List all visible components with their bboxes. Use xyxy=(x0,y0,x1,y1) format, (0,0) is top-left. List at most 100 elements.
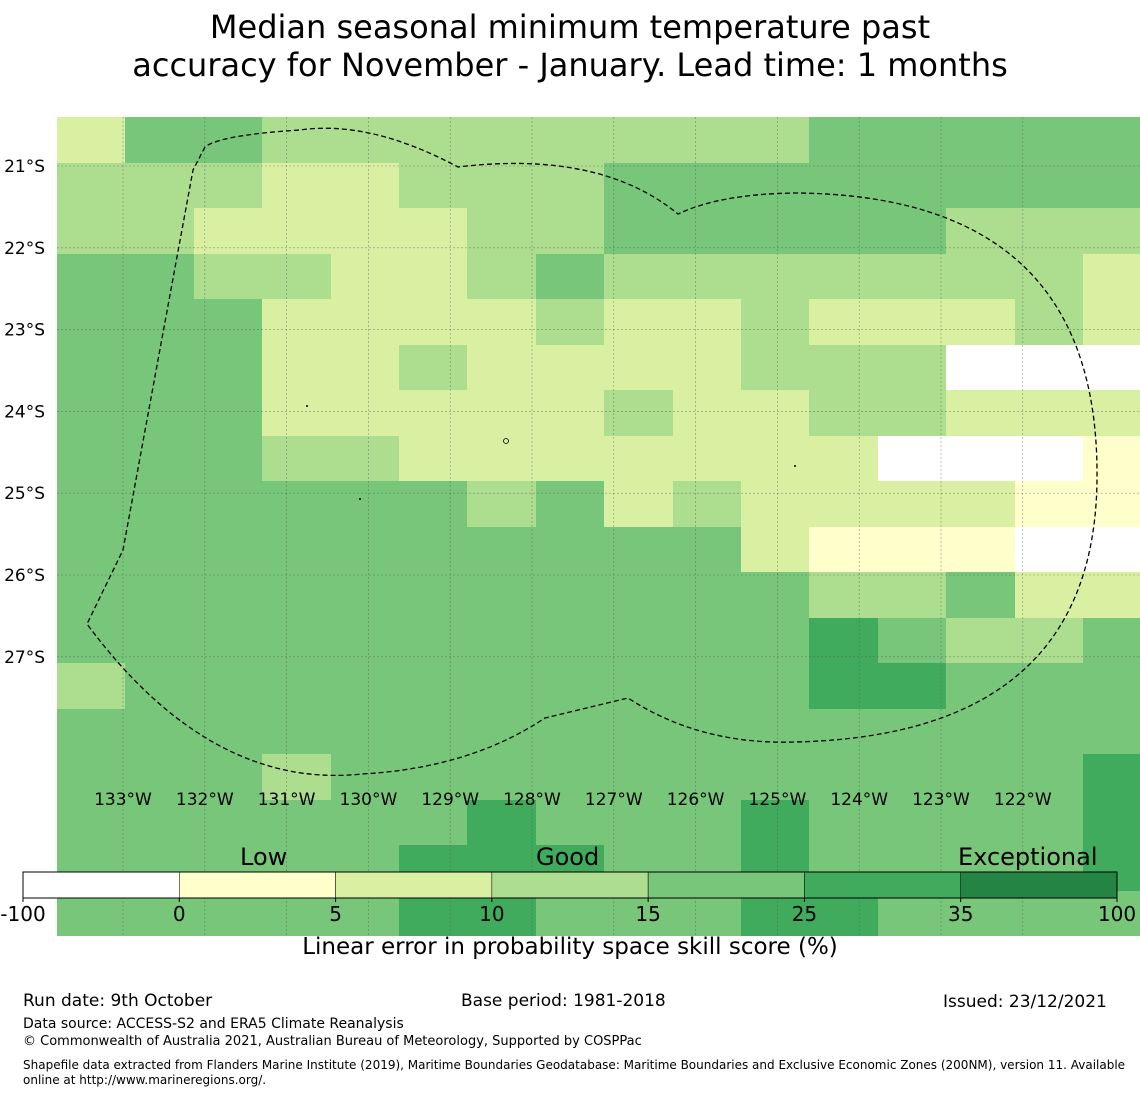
grid-cell xyxy=(809,345,878,390)
grid-cell xyxy=(1083,663,1140,709)
colorbar-label-low: Low xyxy=(240,843,288,871)
grid-cell xyxy=(125,163,194,208)
grid-cell xyxy=(1015,527,1083,572)
grid-cell xyxy=(604,299,673,345)
grid-cell xyxy=(57,754,125,800)
grid-cell xyxy=(673,481,741,527)
grid-cell xyxy=(673,663,741,709)
grid-cell xyxy=(946,572,1015,618)
lon-label: 131°W xyxy=(258,790,316,810)
grid-cell xyxy=(262,117,331,163)
grid-cell xyxy=(809,390,878,436)
grid-cell xyxy=(809,709,878,754)
grid-cell xyxy=(467,754,536,800)
grid-cell xyxy=(331,345,399,390)
grid-cell xyxy=(741,117,809,163)
grid-cell xyxy=(262,754,331,800)
grid-cell xyxy=(878,709,946,754)
grid-cell xyxy=(467,618,536,663)
grid-cell xyxy=(467,345,536,390)
grid-cell xyxy=(1083,436,1140,481)
eez-boundary xyxy=(86,127,1098,777)
colorbar-tick-label: 5 xyxy=(329,902,342,926)
colorbar: -100 0 5 10 15 25 35 100 Linear error in probabi… xyxy=(0,871,1136,960)
grid-cell xyxy=(536,663,604,709)
grid-cell xyxy=(1083,527,1140,572)
colorbar-segment xyxy=(804,871,961,899)
grid-cell xyxy=(604,572,673,618)
grid-cell xyxy=(536,254,604,299)
grid-cell xyxy=(878,800,946,845)
grid-cell xyxy=(536,117,604,163)
grid-cell xyxy=(399,709,467,754)
grid-cell xyxy=(331,117,399,163)
lat-label: 22°S xyxy=(4,239,45,259)
grid-cell xyxy=(878,345,946,390)
grid-cell xyxy=(604,800,673,845)
grid-cell xyxy=(1015,800,1083,845)
grid-cell xyxy=(1015,208,1083,254)
grid-cell xyxy=(809,208,878,254)
grid-cell xyxy=(331,572,399,618)
grid-cell xyxy=(467,709,536,754)
grid-cell xyxy=(1015,436,1083,481)
grid-cell xyxy=(809,663,878,709)
latitude-labels: 21°S 22°S 23°S 24°S 25°S 26°S 27°S xyxy=(4,157,45,668)
island xyxy=(306,405,308,407)
grid-cell xyxy=(399,800,467,845)
grid-cell xyxy=(741,572,809,618)
grid-cell xyxy=(946,390,1015,436)
grid-cell xyxy=(673,754,741,800)
grid-cell xyxy=(741,254,809,299)
grid-cell xyxy=(741,618,809,663)
grid-cell xyxy=(604,527,673,572)
grid-cell xyxy=(331,800,399,845)
lon-label: 130°W xyxy=(340,790,398,810)
grid-cell xyxy=(1083,163,1140,208)
grid-cell xyxy=(331,709,399,754)
grid-cell xyxy=(194,254,262,299)
grid-cell xyxy=(741,208,809,254)
island xyxy=(794,465,796,467)
grid-cell xyxy=(536,618,604,663)
grid-cell xyxy=(57,800,125,845)
grid-cell xyxy=(741,390,809,436)
grid-cell xyxy=(262,436,331,481)
grid-cell xyxy=(809,117,878,163)
colorbar-label-exceptional: Exceptional xyxy=(958,843,1098,871)
grid-cell xyxy=(878,663,946,709)
shapefile-credit: Shapefile data extracted from Flanders M… xyxy=(23,1058,1126,1087)
grid-cell xyxy=(604,163,673,208)
grid-cell xyxy=(536,709,604,754)
grid-cell xyxy=(399,572,467,618)
grid-cell xyxy=(262,254,331,299)
grid-cell xyxy=(946,163,1015,208)
grid-cell xyxy=(467,527,536,572)
grid-cell xyxy=(57,709,125,754)
grid-cell xyxy=(1083,299,1140,345)
grid-cell xyxy=(878,436,946,481)
grid-cell xyxy=(125,390,194,436)
grid-cell xyxy=(194,117,262,163)
colorbar-segment xyxy=(960,871,1118,899)
lat-label: 26°S xyxy=(4,566,45,586)
grid-cell xyxy=(399,345,467,390)
grid-cell xyxy=(536,754,604,800)
grid-cell xyxy=(125,800,194,845)
colorbar-tick-label: -100 xyxy=(0,902,45,926)
grid-cell xyxy=(604,436,673,481)
grid-cell xyxy=(536,800,604,845)
grid-cell xyxy=(125,117,194,163)
grid-cell xyxy=(1015,754,1083,800)
grid-cell xyxy=(1083,481,1140,527)
grid-cell xyxy=(536,527,604,572)
grid-cell xyxy=(946,345,1015,390)
grid-cell xyxy=(125,254,194,299)
grid-cell xyxy=(399,390,467,436)
grid-cell xyxy=(809,618,878,663)
grid-cell xyxy=(57,208,125,254)
grid-cell xyxy=(125,208,194,254)
colorbar-tick-label: 35 xyxy=(948,902,973,926)
grid-cell xyxy=(809,800,878,845)
grid-cell xyxy=(1015,117,1083,163)
